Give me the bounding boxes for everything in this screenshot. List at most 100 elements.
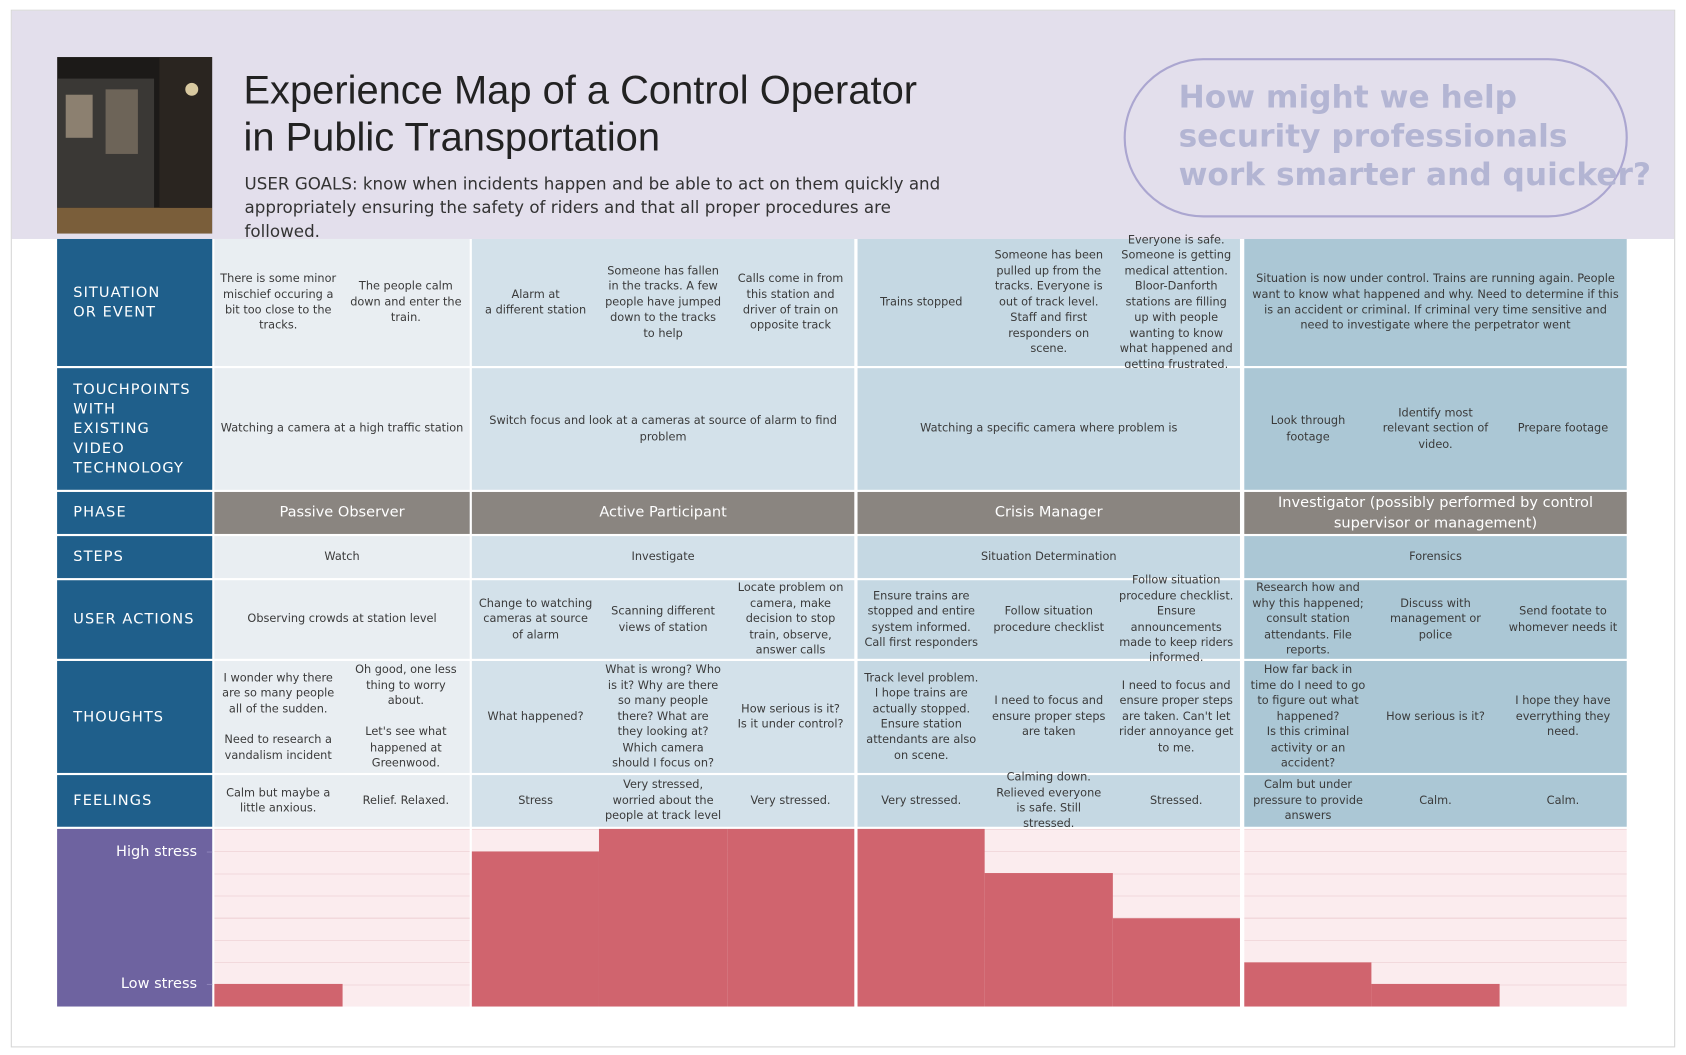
thoughts-cell: How far back in time do I need to go to … [1244, 660, 1627, 773]
y-tick-label: High stress [116, 842, 198, 860]
situation-text: Someone has been pulled up from the trac… [994, 248, 1104, 356]
y-tick-label: Low stress [120, 975, 198, 993]
feelings-text: Calm but under pressure to provide answe… [1253, 778, 1363, 823]
thoughts-text: I hope they have everrything they need. [1515, 694, 1611, 739]
row-label: FEELINGS [57, 775, 213, 827]
touchpoints-cell: Watching a camera at a high traffic stat… [214, 368, 470, 490]
touchpoints-cell: Look through footage Identify most releva… [1244, 368, 1627, 490]
steps-text: Situation Determination [980, 550, 1117, 564]
touchpoints-text: Identify most relevant section of video. [1382, 406, 1489, 451]
situation-text: Everyone is safe. Someone is getting med… [1119, 233, 1233, 372]
situation-cell: Situation is now under control. Trains a… [1244, 238, 1627, 367]
situation-text: Situation is now under control. Trains a… [1252, 272, 1619, 333]
situation-cell: Trains stopped Someone has been pulled up… [857, 233, 1240, 371]
touchpoints-cell: Switch focus and look at a cameras at so… [471, 368, 855, 490]
title-text: Experience Map of a [243, 67, 621, 112]
user-actions-cell: Ensure trains are stopped and entire sys… [857, 574, 1240, 665]
thoughts-cell: I wonder why there are so many people al… [214, 660, 470, 773]
feelings-text: Very stressed, worried about the people … [604, 778, 722, 823]
feelings-text: Calm. [1546, 794, 1580, 808]
stress-bar [1244, 962, 1372, 1007]
stress-bar [857, 828, 986, 1007]
phase-name: Active Participant [471, 491, 855, 534]
feelings-text: Relief. Relaxed. [362, 794, 450, 808]
situation-text: Someone has fallen in the tracks. A few … [605, 264, 722, 340]
touchpoints-text: Switch focus and look at a cameras at so… [489, 414, 837, 443]
feelings-text: Calm but maybe a little anxious. [226, 786, 331, 815]
row-label: PHASE [57, 491, 213, 534]
tick-mark [206, 851, 213, 853]
stress-bar [1112, 917, 1240, 1007]
situation-cell: Alarm at a different station Someone has … [471, 238, 855, 367]
header-band [11, 10, 1675, 239]
phase-name: Passive Observer [214, 491, 470, 534]
feelings-text: Stress [518, 794, 553, 808]
thoughts-text: How far back in time do I need to go to … [1250, 663, 1366, 770]
user-actions-text: Follow situation procedure checklist [993, 605, 1105, 634]
thoughts-text: Track level problem. I hope trains are a… [864, 671, 979, 763]
thoughts-cell: Track level problem. I hope trains are a… [857, 660, 1240, 773]
feelings-text: Stressed. [1149, 794, 1203, 808]
thoughts-text: How serious is it? Is it under control? [737, 702, 844, 731]
situation-text: The people calm down and enter the train… [350, 280, 462, 325]
subway-photo [57, 57, 213, 234]
feelings-text: Calming down. Relieved everyone is safe.… [996, 770, 1102, 831]
title-text: in Public Transportation [243, 115, 661, 160]
steps-cell: Watch [214, 536, 470, 579]
feelings-cell: Very stressed. Calming down. Relieved eve… [857, 771, 1240, 831]
stress-label-panel [57, 828, 213, 1007]
user-actions-cell: Observing crowds at station level [214, 580, 470, 659]
row-label: STEPS [57, 536, 213, 579]
steps-cell: Situation Determination [857, 536, 1240, 579]
row-label: SITUATION OR EVENT [57, 238, 213, 367]
stress-bar [1371, 984, 1500, 1007]
thoughts-text: I wonder why there are so many people al… [222, 671, 335, 763]
row-label: THOUGHTS [57, 660, 213, 773]
stress-bar [214, 984, 343, 1007]
thoughts-text: How serious is it? [1386, 710, 1485, 724]
phase-name: Investigator (possibly performed by cont… [1244, 491, 1627, 534]
steps-text: Forensics [1409, 550, 1462, 564]
feelings-cell: Stress Very stressed, worried about the p… [471, 775, 855, 827]
thoughts-cell: What happened? What is wrong? Who is it? … [471, 660, 855, 773]
user-actions-text: Follow situation procedure checklist. En… [1119, 573, 1234, 665]
feelings-cell: Calm but maybe a little anxious. Relief. … [214, 775, 470, 827]
touchpoints-cell: Watching a specific camera where problem… [857, 368, 1240, 490]
touchpoints-text: Watching a specific camera where problem… [920, 422, 1178, 436]
feelings-text: Very stressed. [881, 794, 962, 808]
title: Experience Map of a Control Operator in P… [243, 67, 917, 162]
chart-background [214, 828, 470, 1007]
thoughts-text: What happened? [487, 710, 584, 724]
stress-bar [471, 851, 600, 1007]
user-actions-text: Research how and why this happened; cons… [1252, 581, 1364, 657]
touchpoints-text: Prepare footage [1517, 422, 1609, 436]
row-label: TOUCHPOINTS WITH EXISTING VIDEO TECHNOLO… [57, 368, 213, 490]
steps-cell: Forensics [1244, 536, 1627, 579]
touchpoints-text: Watching a camera at a high traffic stat… [220, 422, 464, 436]
phase-name: Crisis Manager [857, 491, 1240, 534]
user-actions-text: Discuss with management or police [1390, 597, 1481, 642]
touchpoints-text: Look through footage [1270, 414, 1346, 443]
situation-text: Trains stopped [880, 295, 963, 309]
user-goals: USER GOALS: know when incidents happen a… [244, 174, 941, 242]
page-frame [10, 9, 1676, 1048]
feelings-text: Calm. [1419, 794, 1452, 808]
user-actions-text: Send footate to whomever needs it [1508, 605, 1618, 634]
user-actions-text: Observing crowds at station level [247, 612, 437, 626]
feelings-cell: Calm but under pressure to provide answe… [1244, 775, 1627, 827]
user-actions-text: Locate problem on camera, make decision … [737, 581, 844, 657]
steps-text: Watch [324, 550, 360, 564]
feelings-text: Very stressed. [750, 794, 831, 808]
user-actions-cell: Research how and why this happened; cons… [1244, 580, 1627, 659]
thoughts-text: I need to focus and ensure proper steps … [992, 694, 1106, 739]
user-actions-text: Ensure trains are stopped and entire sys… [864, 589, 979, 650]
stress-bar [985, 873, 1113, 1007]
stress-bar [599, 828, 727, 1007]
title-bold: Control Operator [620, 67, 918, 112]
steps-text: Investigate [631, 550, 695, 564]
situation-cell: There is some minor mischief occuring a … [214, 238, 470, 367]
user-actions-text: Change to watching cameras at source of … [478, 597, 593, 642]
stress-bar [726, 828, 855, 1007]
